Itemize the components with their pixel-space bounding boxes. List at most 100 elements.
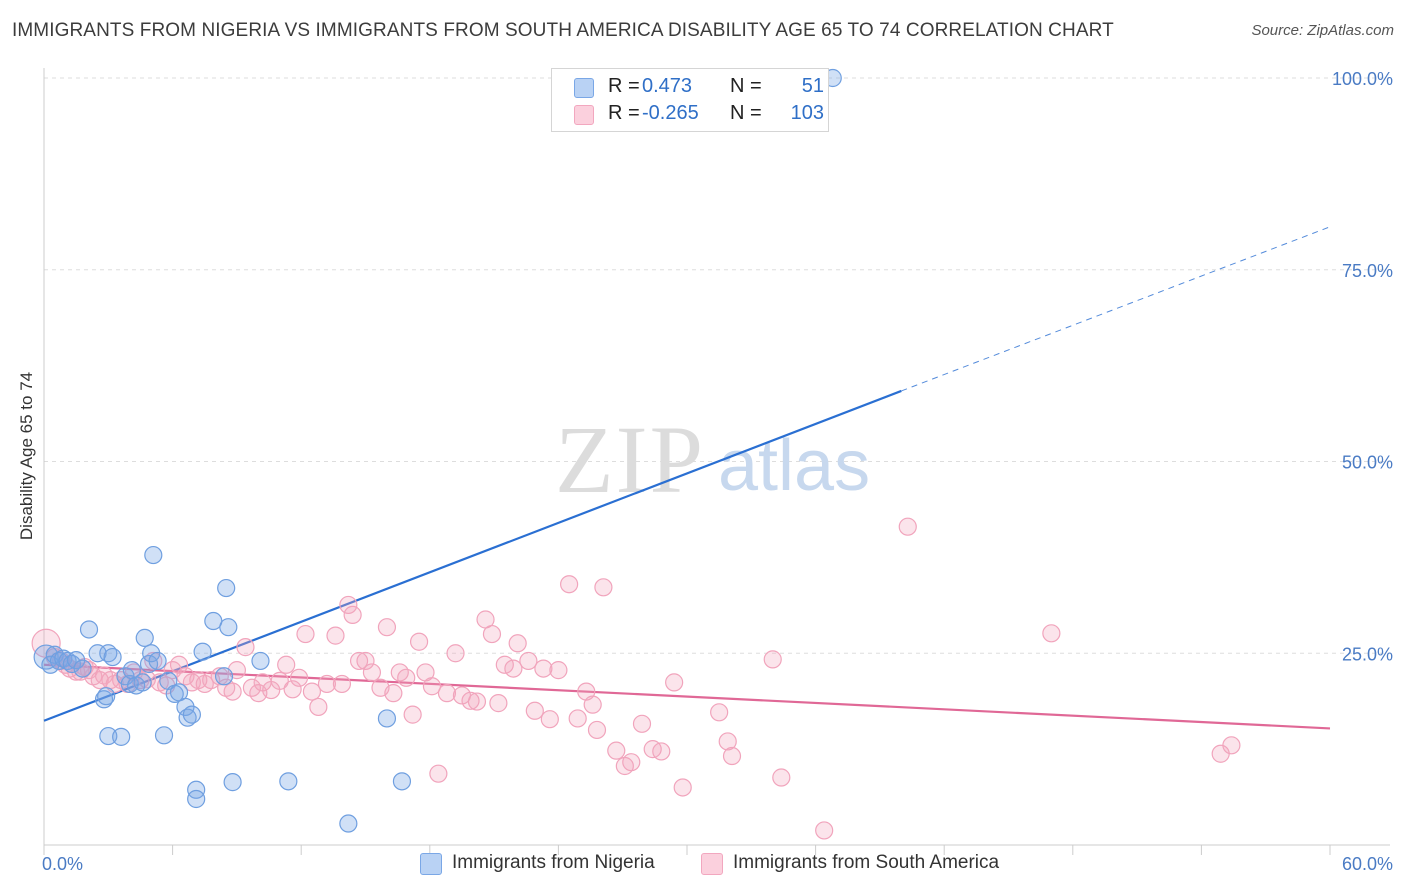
data-point: [1042, 624, 1061, 643]
data-points: [31, 68, 1241, 840]
data-point: [384, 684, 403, 703]
legend-swatch-south-america: [574, 105, 594, 125]
legend-n-label: N =: [730, 102, 762, 124]
data-point: [270, 671, 289, 690]
data-point: [302, 682, 322, 701]
data-point: [377, 618, 397, 637]
data-point: [182, 705, 201, 724]
data-point: [673, 778, 692, 797]
bottom-legend-label-south-america: Immigrants from South America: [733, 852, 1000, 873]
data-point: [103, 647, 122, 667]
data-point: [343, 605, 362, 625]
watermark-atlas: atlas: [718, 426, 870, 506]
legend-n-value-nigeria: 51: [801, 75, 824, 97]
axes: [43, 68, 1390, 855]
data-point: [94, 690, 114, 709]
data-point: [97, 687, 116, 706]
data-point: [409, 632, 429, 651]
data-point: [317, 674, 337, 694]
data-point: [217, 578, 236, 598]
data-point: [508, 634, 527, 653]
data-point: [99, 726, 118, 746]
data-point: [710, 703, 729, 722]
data-point: [722, 746, 742, 766]
data-point: [79, 620, 99, 639]
data-point: [461, 691, 480, 710]
data-point: [339, 595, 358, 615]
data-point: [815, 821, 834, 840]
data-point: [622, 753, 641, 772]
data-point: [504, 659, 523, 678]
data-point: [362, 663, 382, 682]
data-point: [549, 661, 568, 680]
data-point: [210, 667, 229, 686]
data-point: [594, 578, 613, 597]
data-point: [403, 705, 422, 724]
data-point: [665, 673, 684, 692]
legend-r-value-south-america: -0.265: [642, 102, 699, 124]
data-point: [144, 545, 163, 565]
legend-r-value-nigeria: 0.473: [642, 75, 693, 97]
x-tick-label: 0.0%: [42, 854, 83, 874]
bottom-legend-label-nigeria: Immigrants from Nigeria: [452, 852, 655, 873]
data-point: [133, 673, 152, 692]
data-point: [219, 618, 238, 637]
data-point: [718, 732, 737, 751]
watermark: ZIP atlas: [555, 406, 870, 513]
data-point: [148, 651, 167, 671]
data-point: [349, 651, 369, 671]
data-point: [356, 651, 375, 671]
y-tick-label: 25.0%: [1342, 644, 1393, 664]
data-point: [652, 742, 671, 761]
data-point: [283, 680, 302, 699]
data-point: [223, 773, 242, 792]
data-point: [214, 667, 234, 686]
data-point: [73, 659, 92, 678]
data-point: [607, 741, 626, 760]
data-point: [169, 655, 189, 674]
data-point: [236, 638, 255, 657]
trendline-extension-0: [901, 226, 1331, 392]
data-point: [187, 780, 206, 799]
source-label: Source: ZipAtlas.com: [1251, 22, 1394, 39]
data-point: [339, 814, 358, 833]
data-point: [632, 714, 652, 733]
data-point: [763, 650, 782, 669]
data-point: [289, 668, 309, 687]
y-tick-label: 100.0%: [1332, 69, 1393, 89]
data-point: [309, 697, 328, 717]
data-point: [560, 575, 579, 594]
tick-labels: 25.0% 50.0% 75.0% 100.0% 0.0% 60.0%: [42, 69, 1393, 874]
data-point: [583, 695, 602, 714]
data-point: [534, 659, 553, 678]
data-point: [277, 655, 296, 674]
data-point: [332, 674, 352, 694]
data-point: [587, 720, 607, 740]
data-point: [568, 709, 587, 728]
data-point: [467, 692, 487, 711]
legend-n-value-south-america: 103: [790, 102, 824, 124]
data-point: [279, 772, 298, 791]
data-point: [495, 655, 514, 674]
legend-r-label: R =: [608, 102, 640, 124]
data-point: [392, 772, 412, 791]
data-point: [489, 694, 508, 713]
data-point: [437, 684, 457, 703]
data-point: [446, 644, 465, 663]
legend-r-label: R =: [608, 75, 640, 97]
data-point: [112, 727, 131, 746]
x-tick-label: 60.0%: [1342, 854, 1393, 874]
y-axis-label: Disability Age 65 to 74: [17, 371, 36, 541]
data-point: [482, 624, 502, 644]
correlation-legend: R = 0.473 N = 51 R = -0.265 N = 103: [551, 68, 829, 132]
data-point: [135, 628, 154, 648]
data-point: [296, 624, 315, 644]
chart-title: IMMIGRANTS FROM NIGERIA VS IMMIGRANTS FR…: [12, 20, 1114, 41]
data-point: [772, 768, 791, 787]
data-point: [154, 726, 174, 745]
data-point: [540, 710, 559, 729]
data-point: [519, 651, 538, 671]
data-point: [1222, 736, 1241, 755]
data-point: [377, 709, 397, 728]
data-point: [429, 764, 448, 783]
